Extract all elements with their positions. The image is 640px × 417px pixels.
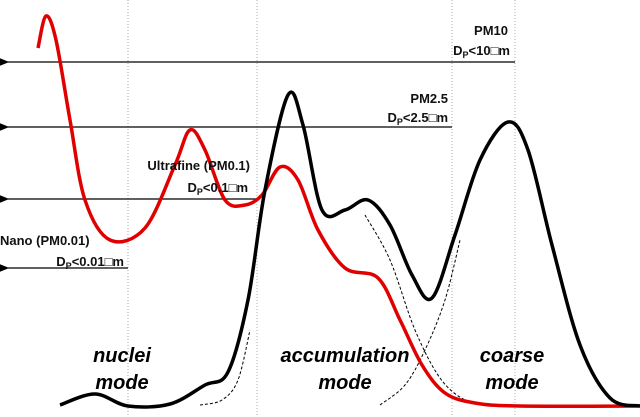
mass-curve — [59, 90, 640, 409]
mode-label: coarse — [480, 345, 545, 367]
pm001-label: Nano (PM0.01) — [0, 233, 90, 248]
pm25-size: DP<2.5□m — [388, 110, 448, 127]
pm01-label: Ultrafine (PM0.1) — [147, 158, 250, 173]
mode-label: accumulation — [281, 345, 410, 367]
pm25-label: PM2.5 — [410, 91, 448, 106]
mode-label: mode — [318, 372, 371, 394]
mode-label: mode — [485, 372, 538, 394]
mode-label: mode — [95, 372, 148, 394]
mode-label: nuclei — [93, 345, 151, 367]
number-curve — [36, 14, 640, 408]
dashed-mode — [379, 239, 461, 406]
pm001-size: DP<0.01□m — [56, 254, 124, 271]
pm10-label: PM10 — [474, 23, 508, 38]
pm01-size: DP<0.1□m — [188, 180, 248, 197]
pm10-size: DP<10□m — [453, 43, 510, 60]
curves — [36, 14, 640, 409]
dashed-mode — [199, 329, 251, 406]
